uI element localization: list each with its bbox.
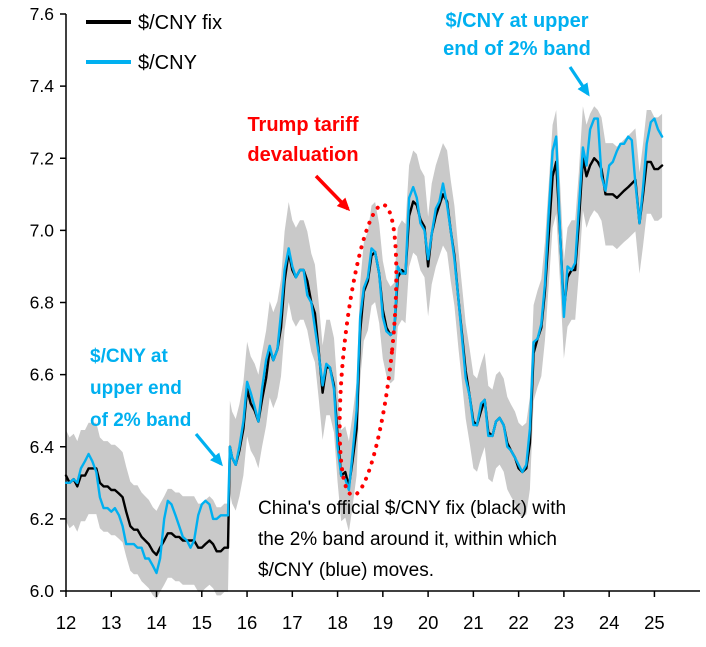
upper-band-left-line3: of 2% band — [90, 410, 191, 431]
y-tick-label: 7.6 — [30, 4, 54, 24]
caption-line2: the 2% band around it, within which — [258, 529, 557, 550]
upper-band-right-arrow — [568, 66, 590, 97]
x-tick-label: 13 — [101, 612, 122, 633]
legend-spot-label: $/CNY — [138, 52, 197, 74]
x-tick-label: 23 — [554, 612, 575, 633]
y-tick-label: 6.4 — [30, 437, 55, 457]
legend-fix-label: $/CNY fix — [138, 12, 222, 34]
x-tick-label: 21 — [463, 612, 484, 633]
upper-band-left-arrow — [194, 432, 223, 467]
trump-arrow — [314, 174, 351, 212]
trump-annotation-line2: devaluation — [247, 144, 358, 166]
x-tick-label: 22 — [508, 612, 529, 633]
y-tick-label: 6.0 — [30, 581, 55, 601]
plot-area — [60, 13, 700, 599]
x-tick-label: 18 — [327, 612, 348, 633]
y-tick-label: 6.6 — [30, 365, 54, 385]
x-tick-label: 14 — [146, 612, 167, 633]
axis-labels: 6.0 6.2 6.4 6.6 6.8 7.0 7.2 7.4 7.6 12 13 14 15 16 17 1… — [30, 4, 665, 633]
x-tick-label: 17 — [282, 612, 303, 633]
x-tick-label: 20 — [418, 612, 439, 633]
y-tick-label: 7.0 — [30, 220, 55, 240]
upper-band-left-line1: $/CNY at — [90, 346, 168, 367]
y-tick-label: 7.2 — [30, 148, 54, 168]
x-tick-label: 16 — [237, 612, 258, 633]
legend: $/CNY fix $/CNY — [86, 12, 222, 74]
annotation-upper-band-right: $/CNY at upper end of 2% band — [443, 10, 591, 97]
x-tick-label: 25 — [644, 612, 665, 633]
y-tick-label: 6.2 — [30, 509, 54, 529]
x-tick-label: 15 — [192, 612, 213, 633]
upper-band-right-line1: $/CNY at upper — [446, 10, 589, 32]
x-tick-label: 12 — [56, 612, 77, 633]
two-percent-band-area — [66, 106, 663, 599]
chart-caption: China's official $/CNY fix (black) with … — [258, 498, 566, 581]
upper-band-left-line2: upper end — [90, 378, 182, 399]
caption-line1: China's official $/CNY fix (black) with — [258, 498, 566, 519]
trump-annotation-line1: Trump tariff — [247, 114, 358, 136]
y-tick-label: 6.8 — [30, 293, 54, 313]
cny-spot-line — [64, 117, 664, 575]
x-tick-label: 19 — [373, 612, 394, 633]
annotation-upper-band-left: $/CNY at upper end of 2% band — [90, 346, 223, 467]
annotation-trump-tariff: Trump tariff devaluation — [247, 114, 399, 498]
y-tick-label: 7.4 — [30, 76, 55, 96]
upper-band-right-line2: end of 2% band — [443, 38, 591, 60]
caption-line3: $/CNY (blue) moves. — [258, 560, 434, 581]
x-tick-label: 24 — [599, 612, 620, 633]
devaluation-ellipse — [337, 202, 399, 498]
